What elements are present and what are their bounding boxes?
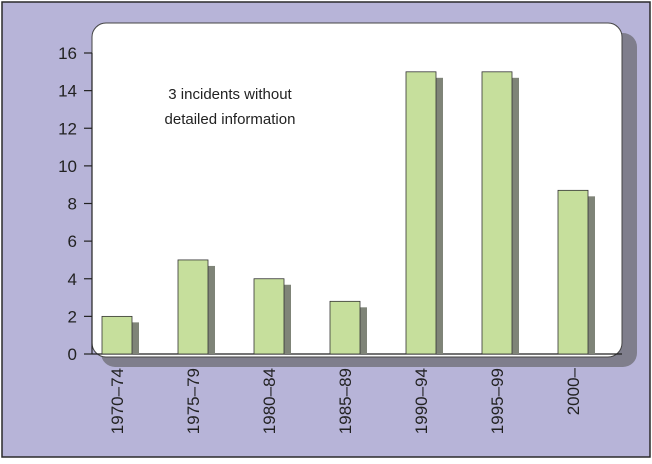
bar	[329, 300, 361, 355]
x-tick-label: 1990–94	[412, 368, 431, 434]
y-axis-ticks: 0 2 4 6 8 10 12 14 16	[58, 44, 92, 364]
y-tick-label: 4	[68, 270, 77, 289]
bar	[101, 315, 133, 355]
x-tick-label: 1995–99	[488, 368, 507, 434]
bar	[557, 189, 589, 355]
x-tick-label: 1985–89	[336, 368, 355, 434]
y-tick-label: 6	[68, 232, 77, 251]
annotation-line-2: detailed information	[165, 111, 296, 128]
bar	[177, 259, 209, 355]
y-tick-label: 16	[58, 44, 77, 63]
y-tick-label: 12	[58, 119, 77, 138]
bar	[253, 278, 285, 355]
x-tick-label: 1970–74	[108, 368, 127, 434]
bar	[405, 71, 437, 355]
x-tick-label: 1975–79	[184, 368, 203, 434]
x-tick-label: 2000–	[564, 367, 583, 415]
y-tick-label: 14	[58, 82, 77, 101]
x-tick-label: 1980–84	[260, 368, 279, 434]
annotation-line-1: 3 incidents without	[168, 86, 292, 103]
bar	[481, 71, 513, 355]
y-tick-label: 8	[68, 195, 77, 214]
x-axis-labels: 1970–74 1975–79 1980–84 1985–89 1990–94 1995–…	[108, 367, 583, 434]
y-tick-label: 2	[68, 307, 77, 326]
y-tick-label: 0	[68, 345, 77, 364]
bars	[101, 71, 595, 355]
y-tick-label: 10	[58, 157, 77, 176]
